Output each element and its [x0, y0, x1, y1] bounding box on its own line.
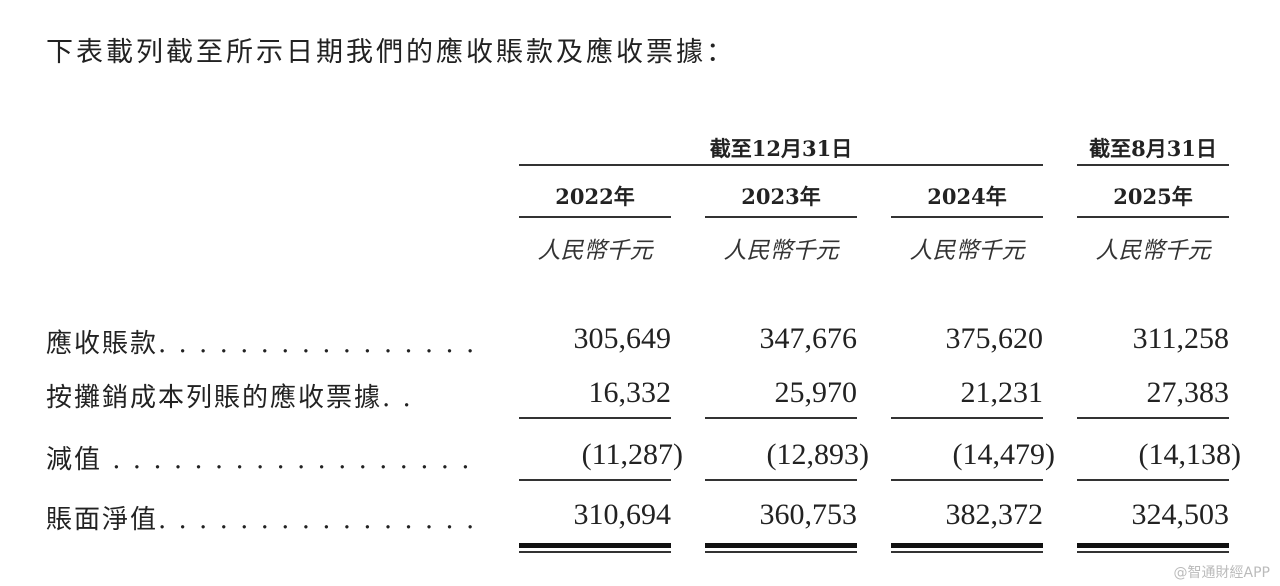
- cell-value: (14,138): [1138, 438, 1241, 471]
- year-rule: [705, 216, 857, 218]
- subtotal-rule: [891, 417, 1043, 419]
- cell-value: (11,287): [581, 438, 683, 471]
- total-double-rule: [891, 543, 1043, 548]
- cell-value: 347,676: [759, 322, 858, 355]
- year-rule: [1077, 216, 1229, 218]
- row-label-receivables: 應收賬款. . . . . . . . . . . . . . . .: [46, 329, 477, 359]
- group-header-aug31: 截至8月31日: [1089, 136, 1217, 161]
- subtotal-rule: [705, 417, 857, 419]
- cell-value: 16,332: [588, 376, 672, 409]
- cell-value: 324,503: [1131, 498, 1230, 531]
- group-header-dec31: 截至12月31日: [709, 136, 853, 161]
- intro-text: 下表載列截至所示日期我們的應收賬款及應收票據：: [46, 37, 736, 68]
- group-rule: [1077, 164, 1229, 166]
- currency-label: 人民幣千元: [909, 238, 1025, 264]
- subtotal-rule: [1077, 417, 1229, 419]
- group-rule: [519, 164, 1043, 166]
- cell-value: 310,694: [573, 498, 672, 531]
- currency-label: 人民幣千元: [1095, 238, 1211, 264]
- subtotal-rule: [519, 479, 671, 481]
- currency-label: 人民幣千元: [723, 238, 839, 264]
- cell-value: 25,970: [774, 376, 858, 409]
- year-rule: [891, 216, 1043, 218]
- year-rule: [519, 216, 671, 218]
- currency-label: 人民幣千元: [537, 238, 653, 264]
- year-header: 2023年: [741, 184, 821, 209]
- subtotal-rule: [705, 479, 857, 481]
- total-double-rule: [519, 551, 671, 553]
- cell-value: 311,258: [1132, 322, 1229, 355]
- row-label-notes: 按攤銷成本列賬的應收票據. .: [46, 383, 413, 413]
- total-double-rule: [519, 543, 671, 548]
- row-label-net: 賬面淨值. . . . . . . . . . . . . . . .: [46, 505, 477, 535]
- subtotal-rule: [519, 417, 671, 419]
- row-label-impairment: 減值 . . . . . . . . . . . . . . . . . .: [46, 445, 472, 475]
- year-header: 2024年: [927, 184, 1007, 209]
- cell-value: (12,893): [766, 438, 869, 471]
- total-double-rule: [705, 551, 857, 553]
- cell-value: 360,753: [759, 498, 858, 531]
- year-header: 2025年: [1113, 184, 1193, 209]
- cell-value: 382,372: [945, 498, 1044, 531]
- total-double-rule: [891, 551, 1043, 553]
- total-double-rule: [1077, 543, 1229, 548]
- cell-value: 375,620: [945, 322, 1044, 355]
- subtotal-rule: [891, 479, 1043, 481]
- year-header: 2022年: [555, 184, 635, 209]
- cell-value: 21,231: [960, 376, 1044, 409]
- watermark: @智通財經APP: [1173, 565, 1270, 581]
- cell-value: 27,383: [1146, 376, 1230, 409]
- total-double-rule: [705, 543, 857, 548]
- cell-value: (14,479): [952, 438, 1055, 471]
- cell-value: 305,649: [573, 322, 672, 355]
- total-double-rule: [1077, 551, 1229, 553]
- subtotal-rule: [1077, 479, 1229, 481]
